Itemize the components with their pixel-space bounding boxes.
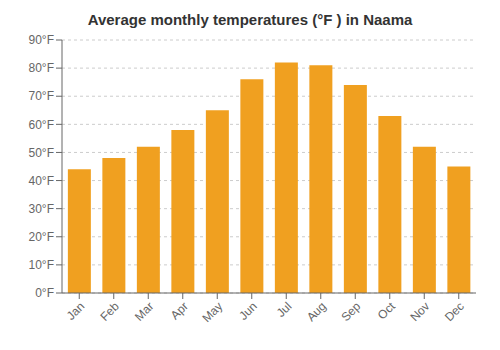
svg-text:Mar: Mar — [132, 299, 157, 324]
svg-text:Aug: Aug — [304, 299, 329, 324]
svg-text:0°F: 0°F — [35, 286, 54, 300]
svg-text:Apr: Apr — [168, 299, 191, 322]
svg-text:60°F: 60°F — [29, 118, 54, 132]
svg-text:70°F: 70°F — [29, 89, 54, 103]
svg-text:20°F: 20°F — [29, 230, 54, 244]
svg-text:May: May — [199, 299, 225, 325]
svg-text:Jul: Jul — [274, 299, 295, 320]
html-text:Average monthly temperatures (: Average monthly temperatures (°F ) in Na… — [87, 11, 413, 28]
svg-text:50°F: 50°F — [29, 146, 54, 160]
svg-text:10°F: 10°F — [29, 258, 54, 272]
svg-text:Oct: Oct — [375, 299, 399, 323]
svg-text:Feb: Feb — [97, 299, 122, 324]
svg-text:Jun: Jun — [236, 299, 260, 323]
svg-text:Sep: Sep — [338, 299, 363, 324]
svg-text:40°F: 40°F — [29, 174, 54, 188]
svg-text:Dec: Dec — [442, 299, 467, 324]
svg-text:Jan: Jan — [64, 299, 88, 323]
svg-text:90°F: 90°F — [29, 33, 54, 47]
svg-text:80°F: 80°F — [29, 61, 54, 75]
svg-text:Nov: Nov — [407, 299, 432, 324]
svg-text:30°F: 30°F — [29, 202, 54, 216]
